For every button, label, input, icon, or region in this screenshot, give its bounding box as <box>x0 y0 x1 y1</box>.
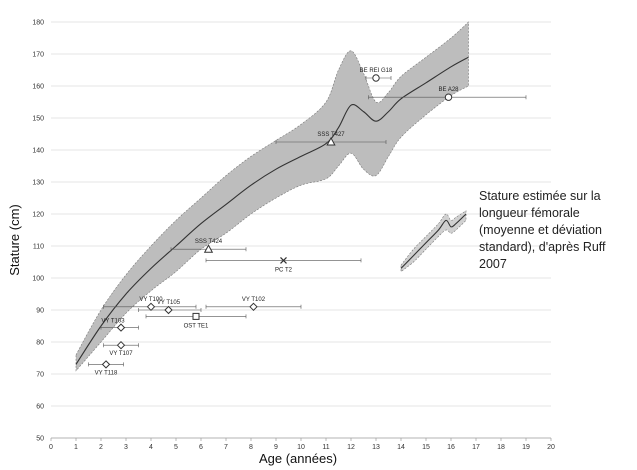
x-tick-label: 8 <box>249 444 253 451</box>
point-label: VY T103 <box>101 319 125 325</box>
square-marker <box>192 312 200 320</box>
x-tick-label: 0 <box>49 444 53 451</box>
point-label: OST TE1 <box>184 323 209 329</box>
x-tick-label: 9 <box>274 444 278 451</box>
data-point: VY T105 <box>138 300 202 315</box>
y-tick-label: 140 <box>32 148 44 155</box>
y-tick-label: 170 <box>32 52 44 59</box>
grid-lines <box>51 21 551 407</box>
data-point: PC T2 <box>205 256 362 273</box>
y-tick-label: 70 <box>36 372 44 379</box>
point-label: BE A28 <box>438 87 459 93</box>
x-tick-label: 5 <box>174 444 178 451</box>
x-tick-label: 10 <box>297 444 305 451</box>
point-label: VY T100 <box>139 297 163 303</box>
y-tick-label: 90 <box>36 308 44 315</box>
x-tick-label: 4 <box>149 444 153 451</box>
annotation-text: Stature estimée sur la longueur fémorale… <box>479 189 606 271</box>
x-tick-label: 1 <box>74 444 78 451</box>
data-point: VY T107 <box>103 340 139 357</box>
y-tick-label: 50 <box>36 436 44 443</box>
data-point: VY T102 <box>205 297 302 312</box>
diamond-marker <box>146 302 156 312</box>
x-tick-label: 6 <box>199 444 203 451</box>
mean-line-fragment <box>400 213 467 269</box>
x-tick-label: 19 <box>522 444 530 451</box>
x-tick-label: 11 <box>322 444 329 451</box>
point-label: VY T107 <box>109 351 133 357</box>
diamond-marker <box>101 360 111 369</box>
x-tick-label: 18 <box>497 444 505 451</box>
cross-marker <box>280 256 287 264</box>
diamond-marker <box>116 323 126 332</box>
data-point: VY T100 <box>103 297 197 312</box>
reference-band <box>75 21 469 372</box>
x-tick-label: 14 <box>397 444 405 451</box>
triangle-marker <box>326 136 336 146</box>
y-axis-title: Stature (cm) <box>7 204 22 276</box>
point-label: PC T2 <box>275 267 293 273</box>
x-tick-label: 12 <box>347 444 355 451</box>
y-tick-label: 150 <box>32 116 44 123</box>
mean-line <box>75 56 469 365</box>
x-tick-label: 7 <box>224 444 228 451</box>
diamond-marker <box>164 305 173 315</box>
point-label: BE REI G18 <box>360 68 393 74</box>
y-tick-label: 110 <box>33 244 44 251</box>
y-tick-label: 160 <box>32 84 44 91</box>
data-points: BE REI G18 BE A28 SSS T427 SSS T424 PC T2 VY … <box>88 68 527 376</box>
circle-marker <box>372 74 380 82</box>
x-tick-label: 13 <box>372 444 380 451</box>
data-point: VY T103 <box>100 319 139 332</box>
point-label: VY T118 <box>95 370 118 376</box>
x-tick-label: 17 <box>472 444 480 451</box>
point-label: SSS T424 <box>195 239 223 245</box>
band-area <box>75 21 469 372</box>
data-point: BE A28 <box>368 87 527 101</box>
x-tick-label: 15 <box>422 444 430 451</box>
y-tick-label: 80 <box>36 340 44 347</box>
x-tick-label: 3 <box>124 444 128 451</box>
x-tick-label: 20 <box>547 444 555 451</box>
y-tick-label: 180 <box>32 20 44 27</box>
x-axis-title: Age (années) <box>259 451 337 466</box>
x-tick-label: 16 <box>447 444 455 451</box>
diamond-marker <box>116 340 126 350</box>
data-point: SSS T427 <box>275 132 387 146</box>
point-label: SSS T427 <box>317 132 345 138</box>
circle-marker <box>444 93 453 101</box>
y-tick-label: 120 <box>32 212 44 219</box>
diamond-marker <box>249 302 258 312</box>
point-label: VY T105 <box>157 300 181 306</box>
data-point: SSS T424 <box>170 239 247 253</box>
x-tick-label: 2 <box>99 444 103 451</box>
triangle-marker <box>203 244 214 253</box>
y-tick-label: 100 <box>32 276 44 283</box>
y-tick-label: 60 <box>36 404 44 411</box>
band-area-fragment <box>400 210 467 273</box>
data-point: OST TE1 <box>145 312 247 329</box>
data-point: BE REI G18 <box>360 68 393 82</box>
y-tick-label: 130 <box>32 180 44 187</box>
data-point: VY T118 <box>88 360 124 376</box>
point-label: VY T102 <box>242 297 266 303</box>
